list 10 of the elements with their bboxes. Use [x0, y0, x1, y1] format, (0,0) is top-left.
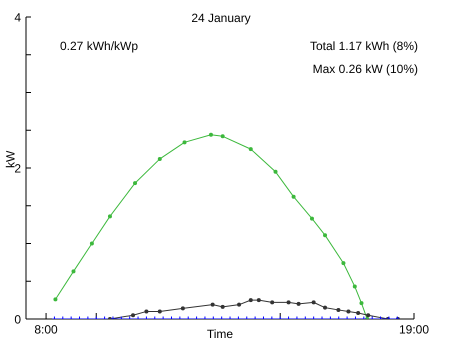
x-tick-label: 8:00 — [34, 322, 58, 337]
annotation: Max 0.26 kW (10%) — [312, 62, 418, 76]
annotation: Total 1.17 kWh (8%) — [310, 39, 418, 53]
x-axis-title: Time — [206, 327, 234, 339]
y-tick-label: 4 — [14, 10, 22, 24]
y-tick-label: 0 — [14, 312, 22, 326]
annotation: 0.27 kWh/kWp — [60, 39, 138, 53]
chart-title: 24 January — [191, 11, 251, 25]
y-tick-label: 2 — [14, 161, 22, 176]
x-tick-label: 19:00 — [398, 322, 430, 337]
